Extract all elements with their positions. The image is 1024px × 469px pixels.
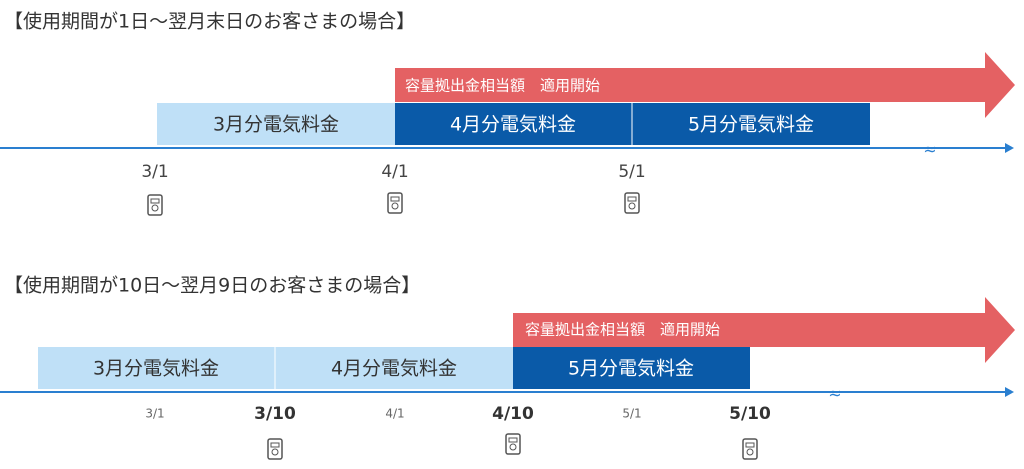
break-mark: ≈	[923, 140, 936, 159]
bar-label: 3月分電気料金	[93, 358, 219, 380]
arrow	[513, 297, 1015, 363]
meter-icon	[147, 194, 163, 216]
section-title: 【使用期間が10日～翌月9日のお客さまの場合】	[4, 275, 420, 297]
tick-label: 5/1	[618, 162, 645, 182]
break-mark: ≈	[828, 384, 841, 403]
section-title: 【使用期間が1日～翌月末日のお客さまの場合】	[4, 11, 415, 33]
bar-label: 5月分電気料金	[568, 358, 694, 380]
meter-icon	[387, 192, 403, 214]
tick-label: 4/10	[492, 404, 534, 424]
meter-icon	[267, 438, 283, 460]
tick-label: 5/10	[729, 404, 771, 424]
meter-icon	[624, 192, 640, 214]
axis-arrow	[1005, 387, 1014, 397]
bar	[38, 347, 275, 389]
tick-label: 5/1	[622, 407, 641, 421]
bar-label: 5月分電気料金	[688, 114, 814, 136]
arrow-label: 容量拠出金相当額 適用開始	[405, 77, 600, 95]
meter-icon	[505, 433, 521, 455]
bar-label: 4月分電気料金	[450, 114, 576, 136]
bar	[513, 347, 750, 389]
bar	[275, 347, 513, 389]
tick-label: 3/1	[145, 407, 164, 421]
tick-label: 4/1	[385, 407, 404, 421]
axis-arrow	[1005, 143, 1014, 153]
tick-label: 3/1	[141, 162, 168, 182]
bar	[395, 103, 632, 145]
tick-label: 4/1	[381, 162, 408, 182]
bar	[632, 103, 870, 145]
bar	[157, 103, 395, 145]
arrow	[395, 52, 1015, 118]
tick-label: 3/10	[254, 404, 296, 424]
arrow-label: 容量拠出金相当額 適用開始	[525, 321, 720, 339]
meter-icon	[742, 438, 758, 460]
bar-label: 3月分電気料金	[213, 114, 339, 136]
bar-label: 4月分電気料金	[331, 358, 457, 380]
